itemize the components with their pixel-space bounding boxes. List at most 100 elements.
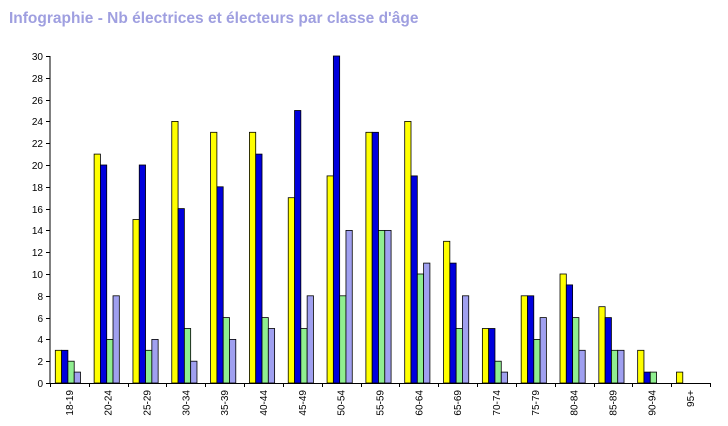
bar-55-59-series-1 [365, 131, 373, 384]
bar-50-54-series-3 [339, 295, 347, 384]
bar-65-69-series-2 [449, 262, 457, 384]
x-tick-label: 35-39 [220, 390, 231, 416]
bar-30-34-series-2 [177, 208, 185, 384]
x-tick-label: 55-59 [376, 390, 387, 416]
bar-35-39-series-3 [222, 317, 230, 384]
bar-40-44-series-1 [249, 131, 257, 384]
bar-35-39-series-4 [229, 338, 237, 384]
x-axis: 18-19 20-24 25-29 30-34 35-39 40-44 45-49 50-54… [50, 383, 711, 416]
bar-85-89-series-1 [598, 306, 606, 384]
x-tick-label: 25-29 [143, 390, 154, 416]
bar-50-54-series-2 [332, 55, 341, 384]
bar-18-19-series-2 [61, 349, 69, 384]
bar-40-44-series-2 [255, 153, 263, 384]
bar-95+-series-1 [676, 371, 684, 384]
bar-25-29-series-4 [151, 338, 159, 384]
bar-60-64-series-3 [416, 273, 425, 384]
y-tick-label: 14 [32, 226, 44, 237]
bar-90-94-series-2 [643, 371, 651, 384]
bar-55-59-series-3 [378, 229, 386, 384]
bar-85-89-series-2 [604, 317, 612, 384]
bar-85-89-series-4 [617, 349, 625, 384]
y-tick-label: 12 [32, 248, 44, 259]
bar-50-54-series-4 [345, 229, 353, 384]
x-tick-label: 50-54 [337, 390, 348, 416]
y-tick-label: 30 [32, 52, 44, 63]
y-tick-label: 26 [32, 96, 44, 107]
bar-70-74-series-1 [481, 328, 490, 384]
x-tick-label: 90-94 [647, 390, 658, 416]
y-tick-label: 2 [37, 357, 43, 368]
bar-30-34-series-3 [183, 328, 192, 384]
y-tick-label: 6 [37, 314, 43, 325]
y-tick-label: 0 [37, 379, 43, 390]
bar-35-39-series-2 [216, 186, 224, 384]
y-tick-label: 10 [32, 270, 44, 281]
bar-70-74-series-3 [494, 360, 502, 384]
bar-75-79-series-2 [527, 295, 535, 384]
x-tick-label: 85-89 [608, 390, 619, 416]
x-tick-label: 65-69 [453, 390, 464, 416]
bar-45-49-series-3 [300, 328, 308, 384]
bar-65-69-series-4 [462, 295, 470, 384]
bar-45-49-series-4 [306, 295, 314, 384]
bar-30-34-series-4 [190, 360, 198, 384]
bar-60-64-series-2 [410, 175, 418, 384]
bar-80-84-series-2 [565, 284, 574, 384]
bar-45-49-series-2 [294, 110, 302, 384]
bar-80-84-series-1 [559, 273, 567, 384]
bar-75-79-series-4 [539, 317, 547, 384]
bar-25-29-series-1 [132, 219, 140, 384]
bar-25-29-series-2 [138, 164, 146, 384]
x-tick-label: 70-74 [492, 390, 503, 416]
y-tick-label: 24 [32, 117, 44, 128]
x-tick-label: 60-64 [414, 390, 425, 416]
y-tick-label: 4 [37, 335, 43, 346]
bar-75-79-series-3 [533, 338, 541, 384]
bar-55-59-series-2 [371, 131, 379, 384]
x-tick-label: 75-79 [531, 390, 542, 416]
bar-65-69-series-3 [455, 328, 463, 384]
bar-25-29-series-3 [145, 349, 153, 384]
bar-20-24-series-3 [106, 338, 114, 384]
y-tick-label: 8 [37, 292, 43, 303]
bar-20-24-series-2 [100, 164, 108, 384]
x-tick-label: 20-24 [104, 390, 115, 416]
bar-70-74-series-4 [500, 371, 508, 384]
x-tick-label: 18-19 [65, 390, 76, 416]
y-tick-label: 20 [32, 161, 44, 172]
bar-85-89-series-3 [611, 349, 619, 384]
bar-40-44-series-3 [261, 317, 269, 384]
bar-60-64-series-1 [404, 121, 412, 384]
bar-20-24-series-1 [93, 153, 101, 384]
bar-65-69-series-1 [443, 240, 451, 384]
bar-45-49-series-1 [287, 197, 295, 384]
bar-50-54-series-1 [326, 175, 334, 384]
bar-90-94-series-3 [649, 371, 657, 384]
bar-18-19-series-1 [54, 349, 62, 384]
bar-70-74-series-2 [488, 328, 496, 384]
y-tick-label: 28 [32, 74, 44, 85]
x-tick-label: 95+ [686, 390, 697, 407]
bar-60-64-series-4 [423, 262, 431, 384]
x-tick-label: 40-44 [259, 390, 270, 416]
bar-35-39-series-1 [210, 131, 218, 384]
bar-18-19-series-3 [67, 360, 75, 384]
bar-30-34-series-1 [171, 121, 179, 384]
bar-18-19-series-4 [73, 371, 81, 384]
bars [54, 55, 684, 384]
x-tick-label: 80-84 [570, 390, 581, 416]
bar-75-79-series-1 [520, 295, 528, 384]
x-tick-label: 30-34 [181, 390, 192, 416]
x-tick-label: 45-49 [298, 390, 309, 416]
y-tick-label: 16 [32, 205, 44, 216]
y-tick-label: 18 [32, 183, 44, 194]
bar-90-94-series-1 [637, 349, 645, 384]
bar-80-84-series-4 [578, 349, 586, 384]
y-tick-label: 22 [32, 139, 44, 150]
bar-55-59-series-4 [384, 229, 392, 384]
bar-40-44-series-4 [267, 328, 276, 384]
chart-title: Infographie - Nb électrices et électeurs… [9, 10, 419, 27]
